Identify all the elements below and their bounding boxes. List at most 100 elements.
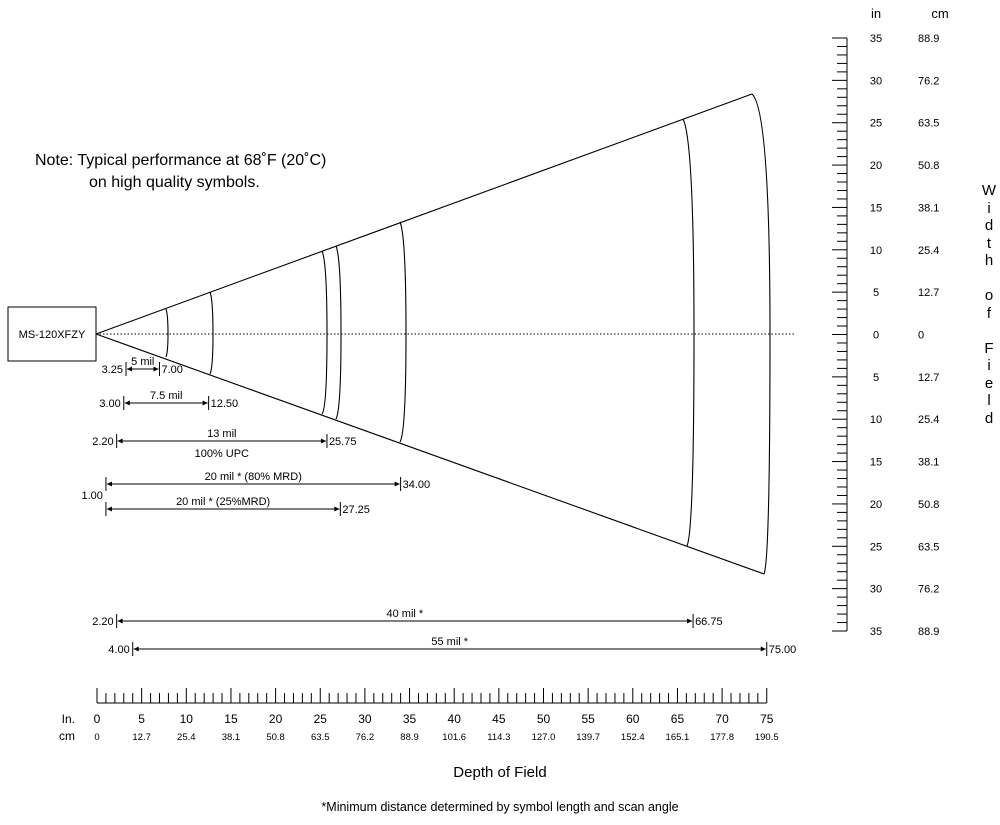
width-tick-label-in: 20 [870, 160, 882, 172]
range-arrowhead-right [320, 438, 326, 444]
range-arc-7-5-mil [209, 291, 214, 375]
range-end-label: 27.25 [342, 504, 370, 516]
width-tick-label-cm: 76.2 [918, 75, 939, 87]
width-tick-label-in: 15 [870, 202, 882, 214]
range-arrowhead-left [106, 481, 112, 487]
width-title-letter: o [984, 287, 994, 304]
width-title-letter: i [987, 199, 991, 217]
scanner-box [7, 306, 97, 362]
depth-tick-label-in: 55 [581, 712, 595, 726]
range-end-label: 66.75 [695, 616, 723, 628]
width-tick-label-in: 5 [873, 287, 879, 299]
depth-tick-label-cm: 152.4 [621, 732, 645, 743]
cone-upper-edge [95, 93, 753, 335]
range-start-label: 4.00 [108, 644, 129, 656]
width-title-letter: f [986, 304, 992, 322]
range-label: 13 mil [207, 428, 236, 440]
width-tick-label-in: 25 [870, 541, 882, 553]
width-unit-in: in [871, 6, 881, 21]
depth-tick-label-cm: 177.8 [710, 732, 734, 743]
range-sublabel: 100% UPC [195, 448, 249, 460]
range-arrowhead-right [394, 481, 400, 487]
note-line-1: Note: Typical performance at 68˚F (20˚C) [35, 152, 327, 169]
range-arc-5-mil [165, 308, 169, 358]
width-title-letter: d [984, 217, 994, 234]
range-arc-40-mil [682, 118, 695, 547]
depth-tick-label-in: 65 [671, 712, 685, 726]
depth-tick-label-cm: 165.1 [666, 732, 690, 743]
depth-tick-label-cm: 12.7 [132, 732, 151, 743]
width-tick-label-cm: 50.8 [918, 160, 939, 172]
width-tick-label-cm: 25.4 [918, 414, 939, 426]
range-end-label: 34.00 [403, 479, 431, 491]
depth-axis: In. cm 0 5 10 15 20 25 30 35 40 45 50 55 60 65 70 75 0 12.7… [59, 688, 779, 743]
range-start-label: 3.00 [99, 398, 120, 410]
range-bars: 3.25 7.00 5 mil 3.00 12.50 7.5 mil 2.20 25.75 13… [82, 356, 796, 656]
width-title-letter [981, 322, 997, 340]
width-tick-label-in: 35 [870, 33, 882, 45]
width-tick-label-in: 30 [870, 75, 882, 87]
depth-tick-label-in: 25 [314, 712, 328, 726]
depth-tick-label-in: 15 [224, 712, 238, 726]
width-title-letter: l [987, 392, 991, 409]
width-tick-label-in: 5 [873, 372, 879, 384]
width-tick-label-cm: 38.1 [918, 457, 939, 469]
note: Note: Typical performance at 68˚F (20˚C)… [35, 150, 326, 194]
depth-tick-label-cm: 38.1 [222, 732, 241, 743]
range-end-label: 25.75 [329, 436, 357, 448]
range-arrowhead-left [124, 400, 130, 406]
width-tick-label-cm: 88.9 [918, 626, 939, 638]
range-start-label: 2.20 [92, 436, 113, 448]
width-tick-label-in: 20 [870, 499, 882, 511]
depth-tick-label-cm: 25.4 [177, 732, 196, 743]
depth-tick-label-cm: 101.6 [442, 732, 466, 743]
range-end-label: 7.00 [162, 364, 183, 376]
range-20-mil-25: 27.25 20 mil * (25%MRD) [105, 496, 370, 516]
depth-unit-cm: cm [59, 729, 75, 743]
range-arc-20-mil [399, 221, 407, 443]
depth-tick-label-in: 0 [94, 712, 101, 726]
depth-tick-label-cm: 88.9 [400, 732, 419, 743]
range-arrowhead-right [153, 366, 159, 372]
depth-tick-label-cm: 114.3 [487, 732, 510, 743]
depth-tick-label-cm: 190.5 [755, 732, 779, 743]
width-title-letter [981, 270, 997, 288]
width-title-letter: h [984, 252, 994, 269]
depth-tick-label-cm: 63.5 [311, 732, 330, 743]
depth-tick-label-cm: 139.7 [576, 732, 600, 743]
width-tick-label-cm: 25.4 [918, 245, 939, 257]
range-arrowhead-left [117, 438, 123, 444]
range-5-mil: 3.25 7.00 5 mil [102, 356, 183, 376]
width-tick-label-in: 10 [870, 245, 882, 257]
width-title-letter: i [987, 357, 991, 374]
width-title-letter: W [981, 182, 997, 199]
depth-tick-label-in: 45 [492, 712, 506, 726]
note-line-2: on high quality symbols. [89, 174, 260, 191]
width-tick-label-cm: 38.1 [918, 202, 939, 214]
depth-tick-label-in: 50 [537, 712, 551, 726]
width-title-letter: e [984, 374, 994, 392]
width-title-letter: d [984, 409, 994, 427]
depth-tick-label-cm: 0 [94, 732, 99, 743]
width-tick-label-cm: 76.2 [918, 584, 939, 596]
width-tick-label-in: 30 [870, 584, 882, 596]
range-55-mil: 4.00 75.00 55 mil * [108, 636, 796, 656]
range-label: 40 mil * [387, 608, 424, 620]
width-tick-label-cm: 50.8 [918, 499, 939, 511]
depth-tick-label-in: 35 [403, 712, 417, 726]
depth-tick-label-in: 20 [269, 712, 283, 726]
range-arrowhead-right [760, 646, 766, 652]
width-tick-label-in: 35 [870, 626, 882, 638]
width-tick-label-in: 15 [870, 457, 882, 469]
range-label: 20 mil * (25%MRD) [176, 496, 270, 508]
range-arrowhead-right [202, 400, 208, 406]
depth-tick-label-cm: 50.8 [266, 732, 285, 743]
range-arrowhead-right [687, 618, 693, 624]
depth-tick-label-in: 10 [180, 712, 194, 726]
range-40-mil: 2.20 66.75 40 mil * [92, 608, 723, 628]
range-arrowhead-left [127, 366, 133, 372]
range-arrowhead-left [133, 646, 139, 652]
width-tick-label-cm: 63.5 [918, 118, 939, 130]
depth-tick-label-in: 70 [715, 712, 729, 726]
